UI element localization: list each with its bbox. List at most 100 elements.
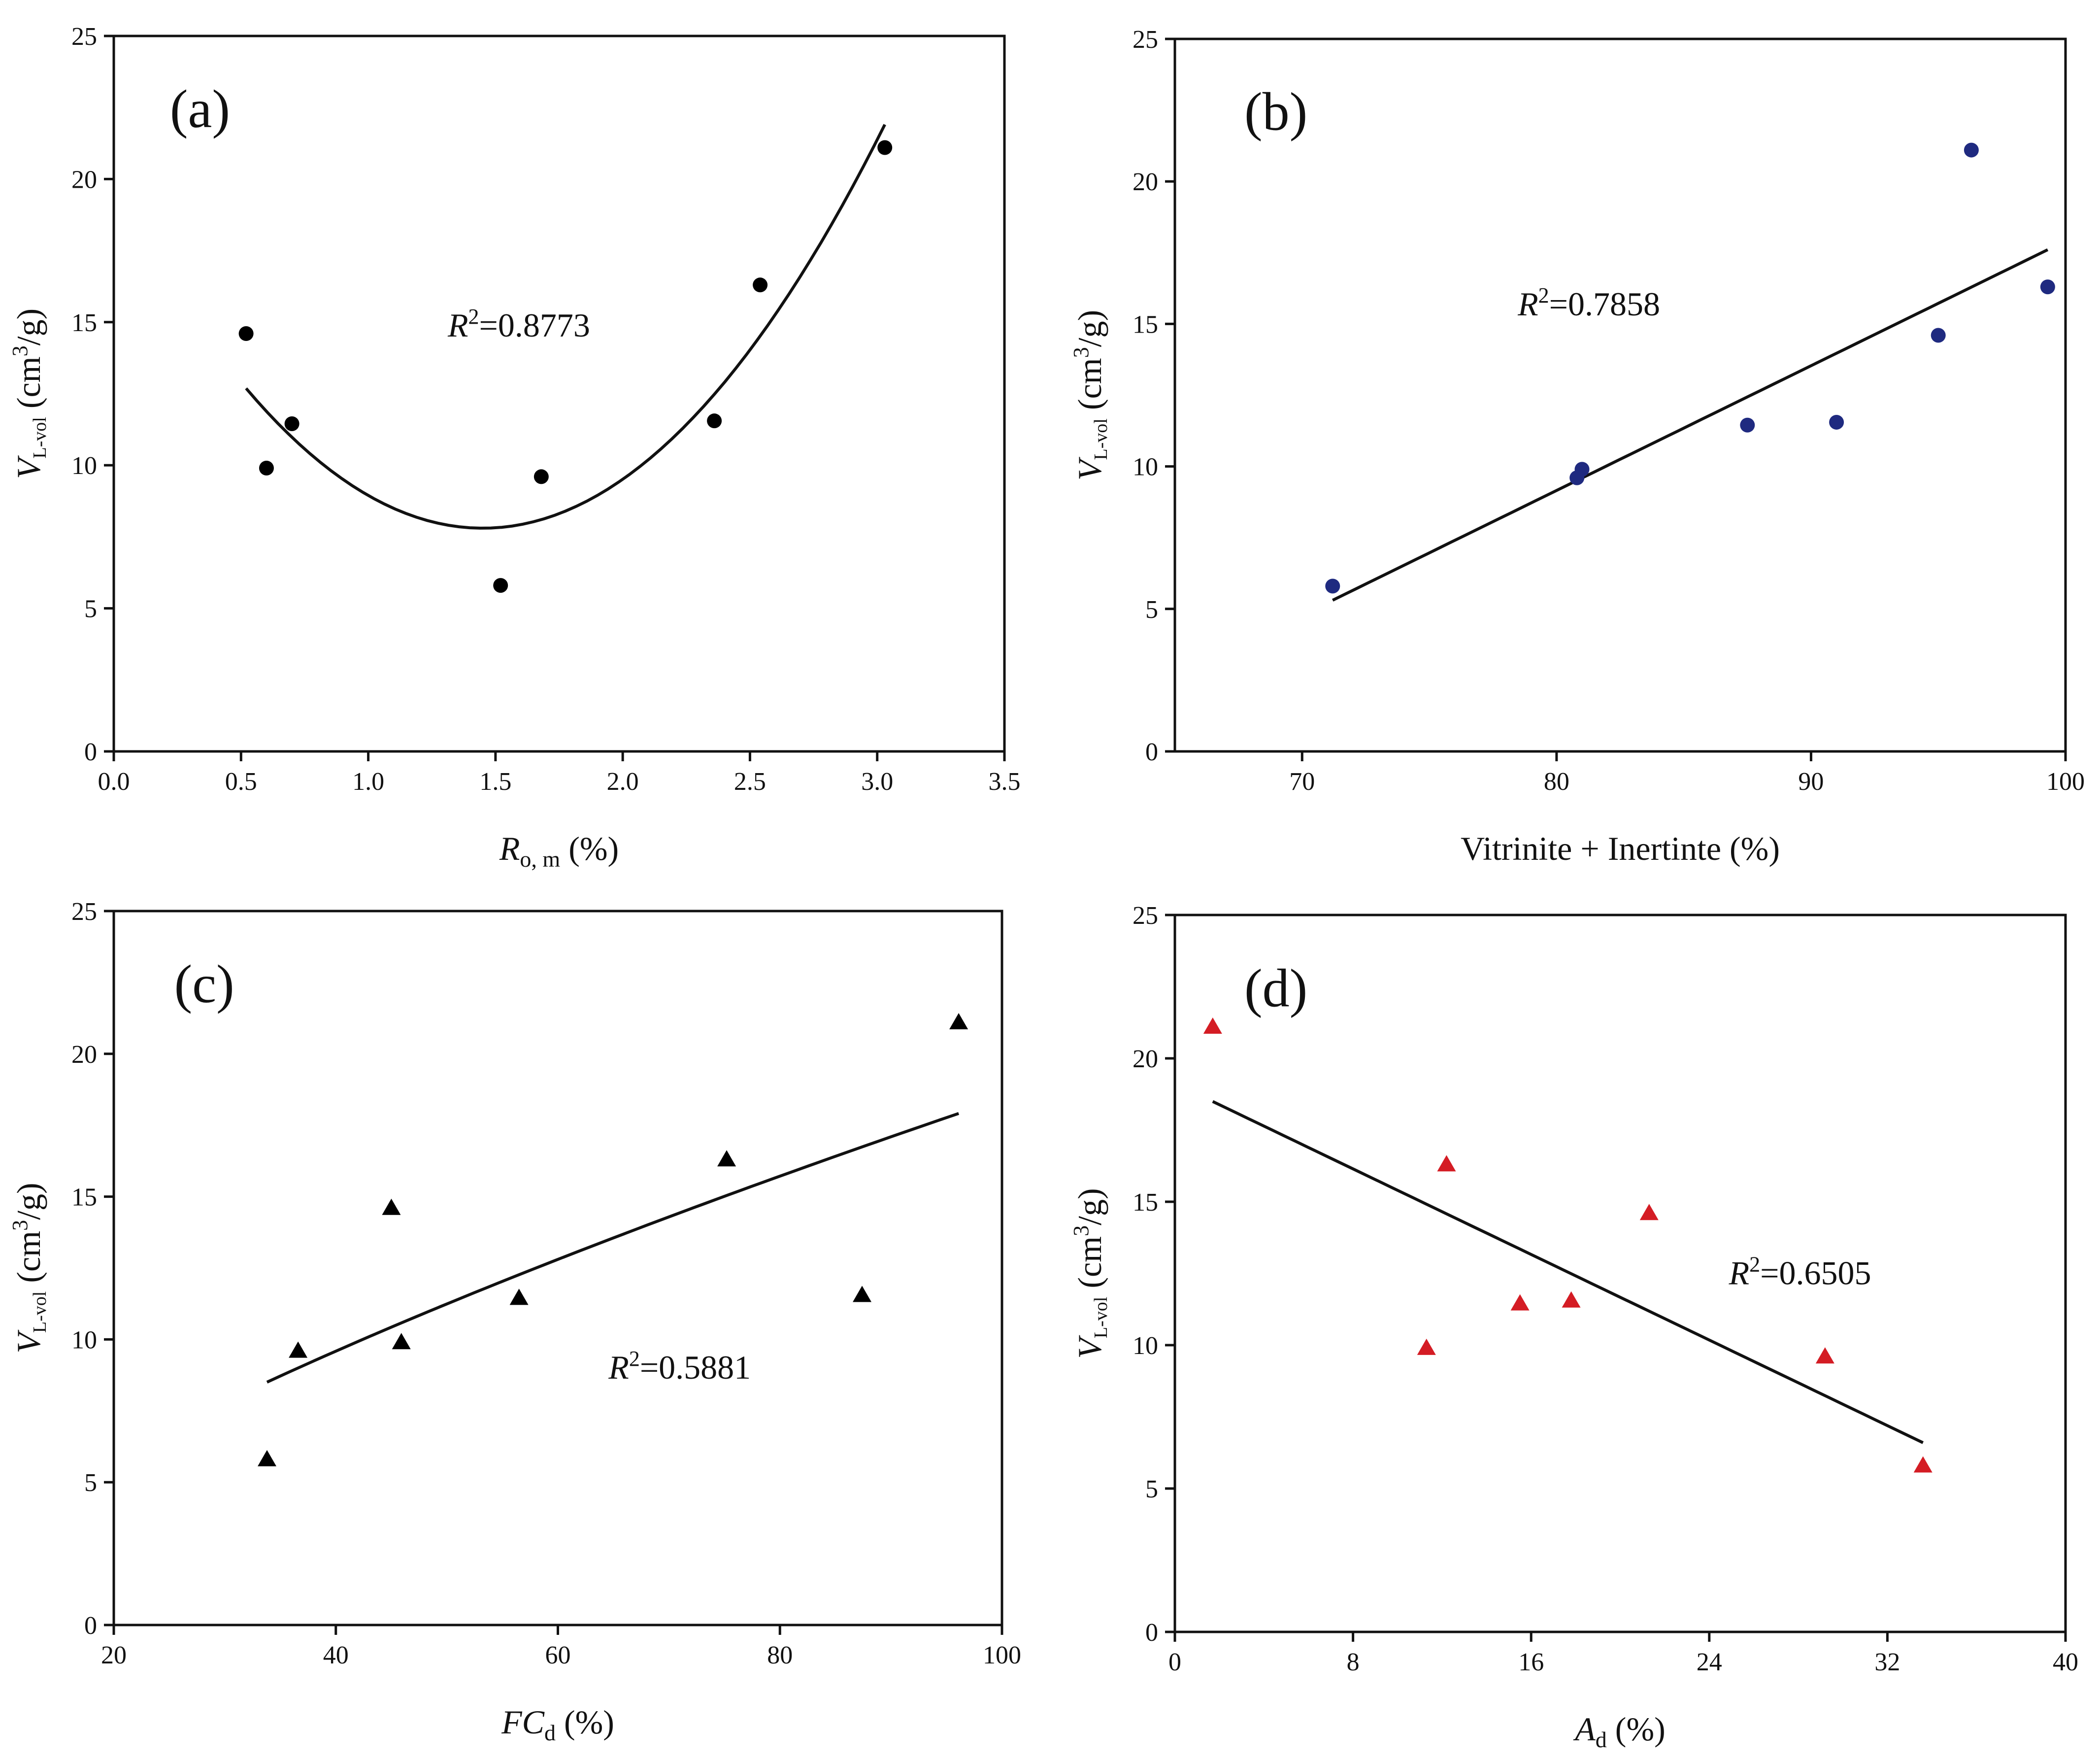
data-point bbox=[1639, 1204, 1659, 1220]
x-tick-label: 100 bbox=[2046, 768, 2085, 796]
data-point bbox=[1437, 1155, 1456, 1172]
axes-frame bbox=[1173, 914, 2067, 1633]
x-tick-label: 16 bbox=[1518, 1648, 1544, 1676]
r2-value: =0.8773 bbox=[479, 306, 590, 344]
y-axis-label: VL-vol (cm3/g) bbox=[1069, 310, 1111, 480]
data-point bbox=[853, 1286, 872, 1302]
y-tick-label: 10 bbox=[71, 1326, 97, 1354]
x-tick-label: 0.0 bbox=[98, 768, 130, 796]
y-tick-label: 5 bbox=[1145, 1475, 1158, 1503]
x-tick-label: 0 bbox=[1168, 1648, 1181, 1676]
y-tick-label: 5 bbox=[1145, 596, 1158, 624]
y-label-unit-end: /g) bbox=[1071, 310, 1108, 347]
r2-superscript: 2 bbox=[1538, 283, 1549, 307]
x-label-symbol: R bbox=[499, 830, 520, 867]
x-tick-label: 0.5 bbox=[225, 768, 257, 796]
x-label-unit: (%) bbox=[560, 830, 619, 867]
y-label-superscript: 3 bbox=[8, 1220, 32, 1231]
y-tick-label: 10 bbox=[1133, 1332, 1158, 1360]
x-label-symbol: A bbox=[1573, 1710, 1596, 1748]
y-tick-label: 15 bbox=[1133, 1188, 1158, 1217]
r2-value: =0.6505 bbox=[1760, 1254, 1871, 1291]
y-tick-label: 20 bbox=[71, 1041, 97, 1069]
x-label-unit: Vitrinite + Inertinte (%) bbox=[1461, 830, 1780, 867]
x-label-symbol: FC bbox=[501, 1703, 545, 1741]
r2-symbol: R bbox=[1517, 285, 1538, 323]
data-point bbox=[509, 1288, 529, 1305]
data-point bbox=[1829, 414, 1844, 430]
x-tick-label: 100 bbox=[983, 1641, 1021, 1669]
panel-a: 0.0 0.5 1.0 1.5 2.0 2.5 3.0 3.5 0 5 10 15 20 25 Ro, m … bbox=[8, 23, 1021, 872]
y-label-unit-end: /g) bbox=[10, 308, 47, 346]
x-axis-label: Ad (%) bbox=[1573, 1710, 1665, 1752]
y-axis-label: VL-vol (cm3/g) bbox=[8, 308, 50, 479]
panel-b: 70 80 90 100 0 5 10 15 20 25 Vitrinite + Inertinte… bbox=[1069, 26, 2085, 867]
x-tick-label: 70 bbox=[1289, 768, 1315, 796]
data-point bbox=[533, 469, 549, 484]
data-point bbox=[1325, 578, 1340, 594]
r2-superscript: 2 bbox=[629, 1347, 640, 1371]
data-point bbox=[258, 1450, 277, 1466]
data-point bbox=[717, 1150, 736, 1167]
data-point bbox=[1510, 1294, 1530, 1311]
r2-superscript: 2 bbox=[1749, 1252, 1760, 1276]
data-point bbox=[707, 413, 722, 429]
fit-line bbox=[1212, 1100, 1924, 1444]
x-label-unit: (%) bbox=[1607, 1710, 1666, 1748]
x-tick-label: 24 bbox=[1697, 1648, 1722, 1676]
x-tick-label: 2.0 bbox=[607, 768, 639, 796]
r-squared-label: R2=0.5881 bbox=[608, 1347, 751, 1386]
y-tick-label: 0 bbox=[84, 1612, 97, 1640]
y-tick-label: 25 bbox=[71, 898, 97, 926]
y-tick-label: 25 bbox=[1133, 26, 1158, 54]
r2-symbol: R bbox=[608, 1349, 629, 1386]
panel-label: (b) bbox=[1244, 82, 1307, 142]
axes-frame bbox=[1173, 37, 2067, 753]
data-point bbox=[493, 578, 508, 593]
x-tick-label: 1.5 bbox=[479, 768, 511, 796]
y-tick-label: 20 bbox=[1133, 1045, 1158, 1073]
data-point bbox=[289, 1341, 308, 1358]
y-label-symbol: V bbox=[1071, 456, 1108, 480]
x-tick-label: 40 bbox=[2053, 1648, 2078, 1676]
data-point bbox=[877, 140, 893, 155]
y-tick-label: 15 bbox=[71, 1184, 97, 1212]
r-squared-label: R2=0.7858 bbox=[1517, 283, 1660, 323]
x-axis-label: Vitrinite + Inertinte (%) bbox=[1461, 830, 1780, 867]
fit-line bbox=[245, 124, 886, 530]
y-tick-label: 15 bbox=[71, 309, 97, 337]
y-label-subscript: L-vol bbox=[30, 417, 50, 458]
y-label-unit: (cm bbox=[10, 356, 47, 417]
data-point bbox=[1740, 417, 1755, 433]
x-label-subscript: d bbox=[1596, 1727, 1607, 1752]
data-point bbox=[1203, 1017, 1222, 1034]
axes-frame bbox=[112, 910, 1003, 1626]
data-point bbox=[949, 1013, 968, 1030]
data-point bbox=[2040, 279, 2055, 295]
y-label-subscript: L-vol bbox=[1091, 1297, 1111, 1338]
panel-label: (a) bbox=[170, 79, 230, 139]
r2-symbol: R bbox=[447, 306, 468, 344]
x-label-unit: (%) bbox=[556, 1703, 614, 1741]
y-label-unit-end: /g) bbox=[10, 1183, 47, 1220]
x-tick-label: 80 bbox=[767, 1641, 793, 1669]
panel-label: (d) bbox=[1244, 958, 1307, 1018]
x-tick-label: 32 bbox=[1874, 1648, 1900, 1676]
y-tick-label: 0 bbox=[1145, 738, 1158, 766]
y-label-symbol: V bbox=[1071, 1335, 1108, 1359]
x-label-subscript: d bbox=[544, 1720, 556, 1745]
x-axis-label: FCd (%) bbox=[501, 1703, 614, 1745]
x-label-subscript: o, m bbox=[520, 847, 560, 872]
y-tick-label: 10 bbox=[71, 452, 97, 480]
data-point bbox=[392, 1333, 411, 1350]
data-point bbox=[1562, 1291, 1581, 1308]
r2-superscript: 2 bbox=[468, 305, 479, 329]
data-point bbox=[1931, 328, 1946, 343]
data-point bbox=[259, 461, 274, 476]
panel-label: (c) bbox=[174, 954, 234, 1014]
panel-c: 20 40 60 80 100 0 5 10 15 20 25 FCd (%) VL-vol (cm3/… bbox=[8, 898, 1021, 1745]
x-tick-label: 80 bbox=[1544, 768, 1569, 796]
y-tick-label: 20 bbox=[1133, 168, 1158, 196]
y-label-superscript: 3 bbox=[1069, 347, 1093, 358]
